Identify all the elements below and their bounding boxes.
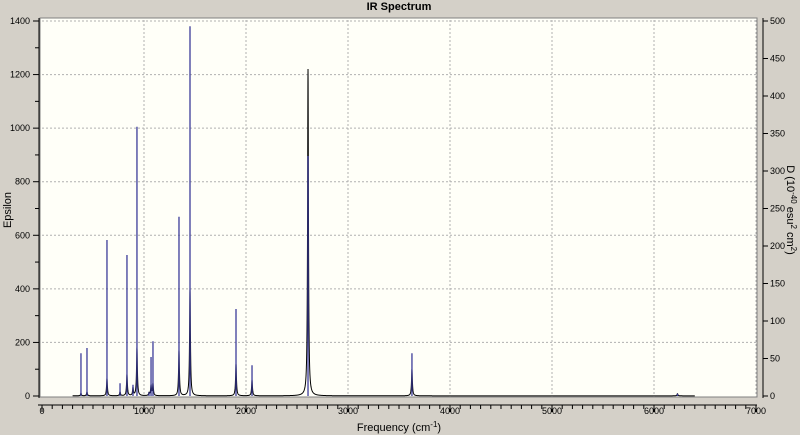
y-tick-label: 400 [15, 284, 30, 294]
y2-tick-label: 450 [770, 54, 785, 64]
grid [42, 20, 757, 397]
y2-label-sup2: 2 [789, 224, 798, 229]
y2-label-mid2: cm [784, 229, 796, 247]
x-axis-label: Frequency (cm-1) [357, 420, 441, 434]
y-tick-label: 600 [15, 230, 30, 240]
y2-label-mid: esu [784, 204, 796, 225]
y2-tick-label: 350 [770, 129, 785, 139]
y2-tick-label: 100 [770, 316, 785, 326]
y2-tick-label: 250 [770, 204, 785, 214]
y-tick-label: 1200 [10, 70, 30, 80]
y-tick-label: 1400 [10, 16, 30, 26]
y2-tick-label: 150 [770, 279, 785, 289]
y2-label-text: D (10 [784, 165, 796, 192]
y2-tick-label: 500 [770, 16, 785, 26]
y2-tick-label: 50 [770, 354, 780, 364]
stick-group [80, 26, 679, 396]
y2-tick-label: 400 [770, 91, 785, 101]
y2-label-end: ) [784, 251, 796, 255]
x-label-sup: -1 [430, 420, 438, 429]
y2-tick-label: 300 [770, 166, 785, 176]
x-label-text: Frequency (cm [357, 422, 430, 434]
x-label-end: ) [437, 422, 441, 434]
y-tick-label: 200 [15, 337, 30, 347]
y-tick-label: 0 [25, 391, 30, 401]
y2-label-sup3: 2 [789, 247, 798, 252]
y-axis-label: Epsilon [2, 192, 14, 228]
chart-title: IR Spectrum [367, 1, 432, 13]
y-tick-label: 1000 [10, 123, 30, 133]
axes: 0100020003000400050006000700002004006008… [10, 16, 785, 416]
epsilon-curve-group [72, 69, 695, 397]
plot-area [39, 17, 758, 398]
y2-axis-label: D (10-40 esu2 cm2) [784, 165, 798, 255]
y2-tick-label: 0 [770, 391, 775, 401]
y2-label-sup1: -40 [789, 192, 798, 204]
y2-tick-label: 200 [770, 241, 785, 251]
epsilon-curve [72, 69, 695, 397]
y-tick-label: 800 [15, 177, 30, 187]
